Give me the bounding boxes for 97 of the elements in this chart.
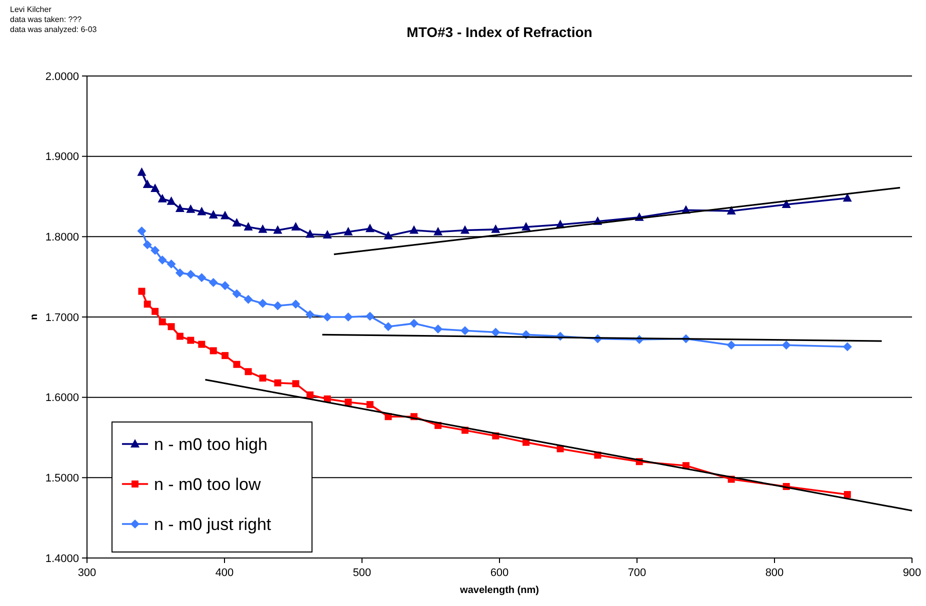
- point: [292, 380, 300, 388]
- point: [232, 218, 242, 227]
- x-tick-label: 600: [490, 567, 509, 579]
- point: [322, 312, 332, 322]
- point: [460, 225, 470, 234]
- point: [168, 323, 175, 330]
- point: [344, 226, 353, 236]
- point: [460, 326, 470, 336]
- point: [233, 360, 240, 368]
- point: [291, 222, 300, 231]
- point: [306, 391, 314, 398]
- point: [187, 336, 194, 344]
- point: [166, 196, 176, 205]
- point: [434, 226, 443, 236]
- y-tick-label: 1.7000: [45, 312, 79, 324]
- point: [186, 270, 196, 279]
- text: data was taken: ???: [10, 15, 82, 24]
- x-tick-label: 800: [765, 567, 784, 579]
- point: [197, 206, 206, 216]
- point: [222, 352, 229, 360]
- point: [175, 204, 184, 212]
- x-tick-label: 900: [902, 567, 922, 579]
- point: [176, 332, 184, 340]
- point: [726, 206, 736, 214]
- point: [409, 318, 418, 328]
- point: [138, 288, 146, 295]
- point: [491, 224, 500, 233]
- point: [175, 268, 184, 278]
- point: [144, 300, 151, 308]
- text: data was analyzed: 6-03: [10, 25, 98, 34]
- point: [291, 300, 300, 309]
- point: [158, 194, 167, 202]
- point: [244, 368, 252, 376]
- x-tick-label: 400: [215, 567, 234, 579]
- x-tick-label: 500: [352, 567, 372, 579]
- point: [344, 312, 353, 322]
- point: [208, 210, 218, 218]
- legend-label: n - m0 just right: [154, 514, 272, 534]
- point: [273, 301, 282, 310]
- point: [232, 289, 242, 298]
- point: [434, 324, 443, 334]
- point: [322, 230, 332, 239]
- point: [137, 167, 146, 176]
- point: [782, 340, 791, 350]
- point: [158, 255, 167, 264]
- y-tick-label: 1.9000: [45, 151, 79, 164]
- point: [409, 225, 418, 234]
- point: [842, 342, 852, 352]
- x-axis-title: wavelength (nm): [459, 585, 539, 596]
- point: [244, 222, 253, 231]
- point: [198, 340, 206, 348]
- point: [220, 281, 230, 290]
- point: [522, 222, 531, 231]
- point: [306, 310, 315, 320]
- y-tick-label: 1.6000: [45, 392, 79, 404]
- x-tick-label: 300: [78, 567, 96, 579]
- point: [220, 210, 230, 220]
- point: [273, 225, 282, 234]
- point: [491, 328, 500, 337]
- point: [186, 204, 196, 213]
- point: [150, 246, 160, 255]
- point: [259, 374, 266, 382]
- point: [366, 401, 374, 408]
- point: [842, 193, 852, 202]
- point: [158, 318, 166, 326]
- point: [365, 312, 374, 321]
- point: [208, 278, 218, 287]
- point: [782, 200, 791, 208]
- y-tick-label: 1.8000: [45, 232, 79, 244]
- y-tick-label: 2.0000: [45, 70, 79, 83]
- chart-title: MTO#3 - Index of Refraction: [406, 24, 592, 40]
- point: [166, 259, 176, 268]
- y-tick-label: 1.4000: [45, 552, 79, 565]
- point: [306, 229, 315, 238]
- y-tick-label: 1.5000: [45, 472, 79, 485]
- point: [150, 183, 160, 192]
- legend-label: n - m0 too high: [154, 434, 268, 454]
- point: [365, 224, 374, 232]
- point: [344, 398, 352, 406]
- point: [384, 230, 393, 240]
- point: [274, 379, 282, 386]
- x-tick-label: 700: [628, 567, 646, 579]
- point: [142, 240, 152, 250]
- point: [244, 294, 253, 304]
- point: [142, 179, 152, 188]
- point: [152, 308, 159, 315]
- point: [258, 298, 268, 308]
- point: [137, 226, 146, 236]
- point: [197, 273, 206, 282]
- text: Levi Kilcher: [10, 5, 52, 14]
- legend-label: n - m0 too low: [154, 474, 262, 494]
- y-axis-title: n: [29, 314, 40, 320]
- point: [384, 322, 393, 332]
- point: [210, 347, 217, 354]
- point: [258, 224, 268, 233]
- point: [844, 491, 851, 498]
- point: [726, 340, 736, 350]
